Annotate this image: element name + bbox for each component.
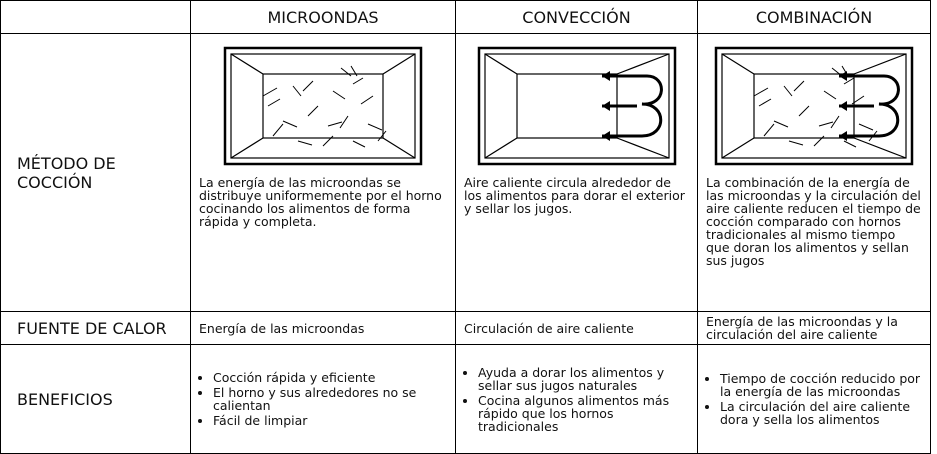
cell: Energía de las microondas y la circulaci… bbox=[697, 311, 931, 345]
row-label: BENEFICIOS bbox=[0, 344, 191, 454]
column-header: MICROONDAS bbox=[190, 0, 456, 34]
cell-text: La combinación de la energía de las micr… bbox=[706, 175, 921, 268]
cell: La energía de las microondas se distribu… bbox=[190, 33, 456, 312]
benefit-item: Cocción rápida y eficiente bbox=[213, 371, 447, 384]
benefit-list: Tiempo de cocción reducido por la energí… bbox=[706, 372, 922, 426]
benefit-item: Fácil de limpiar bbox=[213, 414, 447, 427]
row-label: FUENTE DE CALOR bbox=[0, 311, 191, 345]
combination-diagram bbox=[714, 46, 914, 166]
cell: La combinación de la energía de las micr… bbox=[697, 33, 931, 312]
microwave-diagram bbox=[223, 46, 423, 166]
benefit-item: Cocina algunos alimentos más rápido que … bbox=[478, 394, 689, 433]
cell: Cocción rápida y eficiente El horno y sus… bbox=[190, 344, 456, 454]
benefit-list: Ayuda a dorar los alimentos y sellar sus… bbox=[464, 366, 689, 433]
cell: Energía de las microondas bbox=[190, 311, 456, 345]
corner bbox=[0, 0, 191, 34]
column-header: COMBINACIÓN bbox=[697, 0, 931, 34]
row-label: MÉTODO DE COCCIÓN bbox=[0, 33, 191, 312]
cell: Ayuda a dorar los alimentos y sellar sus… bbox=[455, 344, 698, 454]
benefit-list: Cocción rápida y eficiente El horno y sus… bbox=[199, 371, 447, 427]
column-header: CONVECCIÓN bbox=[455, 0, 698, 34]
cell: Tiempo de cocción reducido por la energí… bbox=[697, 344, 931, 454]
benefit-item: El horno y sus alrededores no se calient… bbox=[213, 386, 447, 412]
cell: Aire caliente circula alrededor de los a… bbox=[455, 33, 698, 312]
cell-text: La energía de las microondas se distribu… bbox=[199, 175, 442, 229]
benefit-item: La circulación del aire caliente dora y … bbox=[720, 400, 922, 426]
cell-text: Aire caliente circula alrededor de los a… bbox=[464, 175, 685, 216]
convection-diagram bbox=[477, 46, 676, 166]
benefit-item: Ayuda a dorar los alimentos y sellar sus… bbox=[478, 366, 689, 392]
cell: Circulación de aire caliente bbox=[455, 311, 698, 345]
benefit-item: Tiempo de cocción reducido por la energí… bbox=[720, 372, 922, 398]
